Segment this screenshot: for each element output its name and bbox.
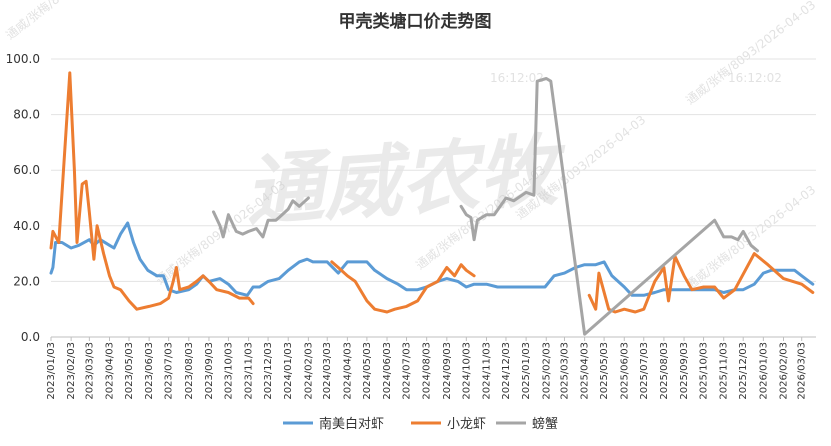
legend-label: 螃蟹 — [532, 416, 558, 432]
x-tick-label: 2024/04/03 — [342, 342, 353, 400]
x-tick-label: 2023/11/03 — [244, 342, 255, 400]
x-tick-label: 2025/05/03 — [599, 342, 610, 400]
x-tick-label: 2025/08/03 — [659, 342, 670, 400]
x-tick-label: 2024/12/03 — [501, 342, 512, 400]
x-tick-label: 2026/03/03 — [797, 342, 808, 400]
series-line-2 — [49, 71, 255, 311]
x-tick-label: 2023/08/03 — [184, 342, 195, 400]
y-tick-label: 20.0 — [13, 274, 40, 288]
x-tick-label: 2023/06/03 — [144, 342, 155, 400]
y-tick-label: 60.0 — [13, 163, 40, 177]
x-tick-label: 2023/07/03 — [164, 342, 175, 400]
watermark-stamp: 通威/张梅/8093/2026-04-03 — [683, 0, 819, 107]
x-tick-label: 2025/03/03 — [559, 342, 570, 400]
x-tick-label: 2023/05/03 — [124, 342, 135, 400]
x-tick-label: 2024/08/03 — [422, 342, 433, 400]
y-tick-label: 80.0 — [13, 108, 40, 122]
y-tick-label: 0.0 — [21, 330, 40, 344]
x-tick-label: 2024/09/03 — [442, 342, 453, 400]
series-line-3 — [212, 196, 310, 239]
x-tick-label: 2023/02/03 — [66, 342, 77, 400]
x-tick-label: 2025/12/03 — [738, 342, 749, 400]
x-tick-label: 2024/01/03 — [283, 342, 294, 400]
series-layer — [49, 71, 815, 336]
x-tick-label: 2023/03/03 — [84, 342, 95, 400]
series-line-3 — [459, 77, 759, 336]
chart-title: 甲壳类塘口价走势图 — [339, 11, 492, 32]
legend: 南美白对虾 小龙虾 螃蟹 — [283, 416, 558, 432]
legend-label: 南美白对虾 — [319, 416, 384, 432]
x-tick-label: 2025/09/03 — [679, 342, 690, 400]
x-tick-label: 2024/03/03 — [322, 342, 333, 400]
x-tick-label: 2025/01/03 — [521, 342, 532, 400]
x-tick-label: 2023/09/03 — [204, 342, 215, 400]
series-line-2 — [330, 260, 476, 314]
watermark-stamp-time: 16:12:02 — [490, 71, 544, 85]
x-tick-label: 2024/10/03 — [461, 342, 472, 400]
x-tick-label: 2025/06/03 — [619, 342, 630, 400]
x-tick-label: 2023/10/03 — [223, 342, 234, 400]
x-axis: 2023/01/03 2023/02/03 2023/03/03 2023/04/03… — [46, 337, 808, 400]
legend-label: 小龙虾 — [447, 417, 486, 432]
x-tick-label: 2025/11/03 — [719, 342, 730, 400]
watermark-stamp: 通威/张梅/8093/2026-04-03 — [683, 182, 819, 293]
x-tick-label: 2025/07/03 — [639, 342, 650, 400]
x-tick-label: 2024/05/03 — [362, 342, 373, 400]
x-tick-label: 2026/01/03 — [758, 342, 769, 400]
x-tick-label: 2023/12/03 — [263, 342, 274, 400]
watermark-stamp: 通威/张梅/8093/2026-04-03 — [3, 0, 139, 42]
y-tick-label: 40.0 — [13, 219, 40, 233]
watermark-logo-text: 通威农牧 — [242, 125, 570, 237]
x-tick-label: 2023/01/03 — [46, 342, 57, 400]
watermark-layer: 通威农牧 通威/张梅/8093/2026-04-03 通威/张梅/8093/20… — [3, 0, 819, 292]
x-tick-label: 2025/04/03 — [580, 342, 591, 400]
x-tick-label: 2025/10/03 — [699, 342, 710, 400]
x-tick-label: 2024/11/03 — [481, 342, 492, 400]
y-axis: 0.0 20.0 40.0 60.0 80.0 100.0 — [6, 52, 40, 344]
x-tick-label: 2023/04/03 — [104, 342, 115, 400]
x-tick-label: 2026/02/03 — [779, 342, 790, 400]
x-tick-label: 2024/02/03 — [303, 342, 314, 400]
x-tick-label: 2024/07/03 — [402, 342, 413, 400]
x-tick-label: 2025/02/03 — [541, 342, 552, 400]
y-tick-label: 100.0 — [6, 52, 40, 66]
series-line-1 — [49, 221, 815, 297]
x-tick-label: 2024/06/03 — [382, 342, 393, 400]
watermark-stamp-time: 16:12:02 — [728, 71, 782, 85]
